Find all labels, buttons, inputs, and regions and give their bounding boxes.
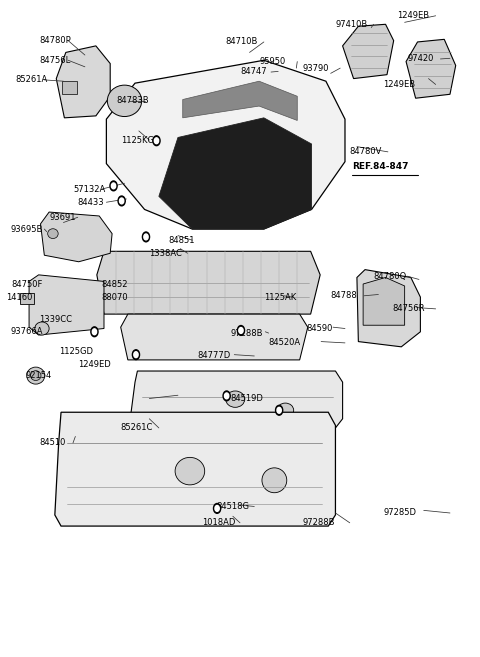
Text: 84710B: 84710B bbox=[226, 37, 258, 47]
Text: 93691: 93691 bbox=[49, 213, 76, 222]
Circle shape bbox=[277, 407, 281, 413]
Text: 84520A: 84520A bbox=[269, 338, 301, 348]
Ellipse shape bbox=[262, 468, 287, 493]
Text: 84852: 84852 bbox=[102, 279, 128, 288]
Circle shape bbox=[238, 326, 244, 335]
Circle shape bbox=[118, 196, 125, 206]
Circle shape bbox=[120, 198, 124, 204]
Circle shape bbox=[155, 138, 158, 144]
Text: 84519D: 84519D bbox=[230, 394, 264, 403]
Text: 84780Q: 84780Q bbox=[373, 271, 407, 281]
Polygon shape bbox=[107, 60, 345, 229]
Polygon shape bbox=[40, 212, 112, 261]
Ellipse shape bbox=[226, 391, 245, 407]
Ellipse shape bbox=[35, 322, 49, 335]
Ellipse shape bbox=[277, 403, 294, 417]
Text: 1249ED: 1249ED bbox=[78, 360, 110, 369]
Text: 1125GD: 1125GD bbox=[59, 347, 93, 356]
Polygon shape bbox=[130, 371, 343, 428]
Circle shape bbox=[223, 391, 230, 401]
Polygon shape bbox=[20, 292, 34, 304]
Circle shape bbox=[91, 327, 98, 336]
Polygon shape bbox=[406, 39, 456, 98]
Circle shape bbox=[239, 328, 243, 333]
Ellipse shape bbox=[31, 371, 41, 380]
Circle shape bbox=[111, 183, 116, 189]
Text: 97410B: 97410B bbox=[336, 20, 368, 29]
Polygon shape bbox=[363, 277, 405, 325]
Text: 84783B: 84783B bbox=[116, 97, 148, 105]
Text: 1018AD: 1018AD bbox=[202, 518, 235, 528]
Text: 97288B: 97288B bbox=[230, 328, 263, 338]
Text: 84518G: 84518G bbox=[216, 502, 249, 511]
Text: 84433: 84433 bbox=[78, 198, 104, 207]
Polygon shape bbox=[97, 251, 320, 314]
Circle shape bbox=[134, 351, 138, 357]
Circle shape bbox=[276, 405, 283, 415]
Text: 95950: 95950 bbox=[259, 57, 285, 66]
Text: 92154: 92154 bbox=[25, 371, 51, 380]
Polygon shape bbox=[357, 269, 420, 347]
Text: 84780P: 84780P bbox=[39, 36, 72, 45]
Ellipse shape bbox=[48, 229, 58, 238]
Polygon shape bbox=[159, 118, 312, 229]
Polygon shape bbox=[56, 46, 110, 118]
Text: 84777D: 84777D bbox=[197, 351, 230, 361]
Text: 84510: 84510 bbox=[39, 438, 66, 447]
Polygon shape bbox=[62, 81, 77, 95]
Text: 84756L: 84756L bbox=[39, 56, 71, 65]
Text: 1249EB: 1249EB bbox=[397, 11, 430, 20]
Text: 84788: 84788 bbox=[331, 291, 358, 300]
Ellipse shape bbox=[27, 367, 45, 384]
Text: 85261A: 85261A bbox=[16, 76, 48, 84]
Text: 84747: 84747 bbox=[240, 67, 266, 76]
Circle shape bbox=[143, 232, 150, 242]
Text: 97285D: 97285D bbox=[383, 509, 416, 518]
Text: 84756R: 84756R bbox=[393, 304, 425, 313]
Circle shape bbox=[215, 505, 219, 511]
Text: 93790: 93790 bbox=[302, 64, 328, 73]
Circle shape bbox=[153, 136, 160, 146]
Circle shape bbox=[214, 503, 221, 513]
Text: 97420: 97420 bbox=[407, 54, 433, 63]
Ellipse shape bbox=[108, 85, 142, 116]
Polygon shape bbox=[343, 24, 394, 79]
Circle shape bbox=[144, 234, 148, 240]
Text: 1249EB: 1249EB bbox=[383, 80, 415, 89]
Polygon shape bbox=[29, 275, 104, 335]
Text: 1125AK: 1125AK bbox=[264, 292, 296, 302]
Text: 84780V: 84780V bbox=[350, 147, 382, 156]
Text: 14160: 14160 bbox=[6, 292, 33, 302]
Text: 57132A: 57132A bbox=[73, 185, 105, 194]
Text: 85261C: 85261C bbox=[120, 424, 153, 432]
Text: 97288B: 97288B bbox=[302, 518, 335, 528]
Circle shape bbox=[110, 181, 117, 191]
Text: 84750F: 84750F bbox=[11, 279, 42, 288]
Circle shape bbox=[225, 393, 229, 399]
Text: 93695B: 93695B bbox=[11, 225, 43, 233]
Text: 1125KG: 1125KG bbox=[120, 135, 154, 145]
Text: 93766A: 93766A bbox=[11, 327, 43, 336]
Polygon shape bbox=[120, 314, 308, 360]
Polygon shape bbox=[55, 412, 336, 526]
Polygon shape bbox=[183, 81, 297, 120]
Text: REF.84-847: REF.84-847 bbox=[352, 162, 408, 171]
Text: 88070: 88070 bbox=[102, 292, 128, 302]
Text: 1339CC: 1339CC bbox=[39, 315, 72, 325]
Circle shape bbox=[92, 328, 96, 334]
Circle shape bbox=[132, 350, 140, 359]
Text: 1338AC: 1338AC bbox=[149, 249, 182, 258]
Text: 84851: 84851 bbox=[168, 236, 195, 244]
Text: 84590: 84590 bbox=[307, 324, 333, 333]
Ellipse shape bbox=[175, 457, 204, 485]
